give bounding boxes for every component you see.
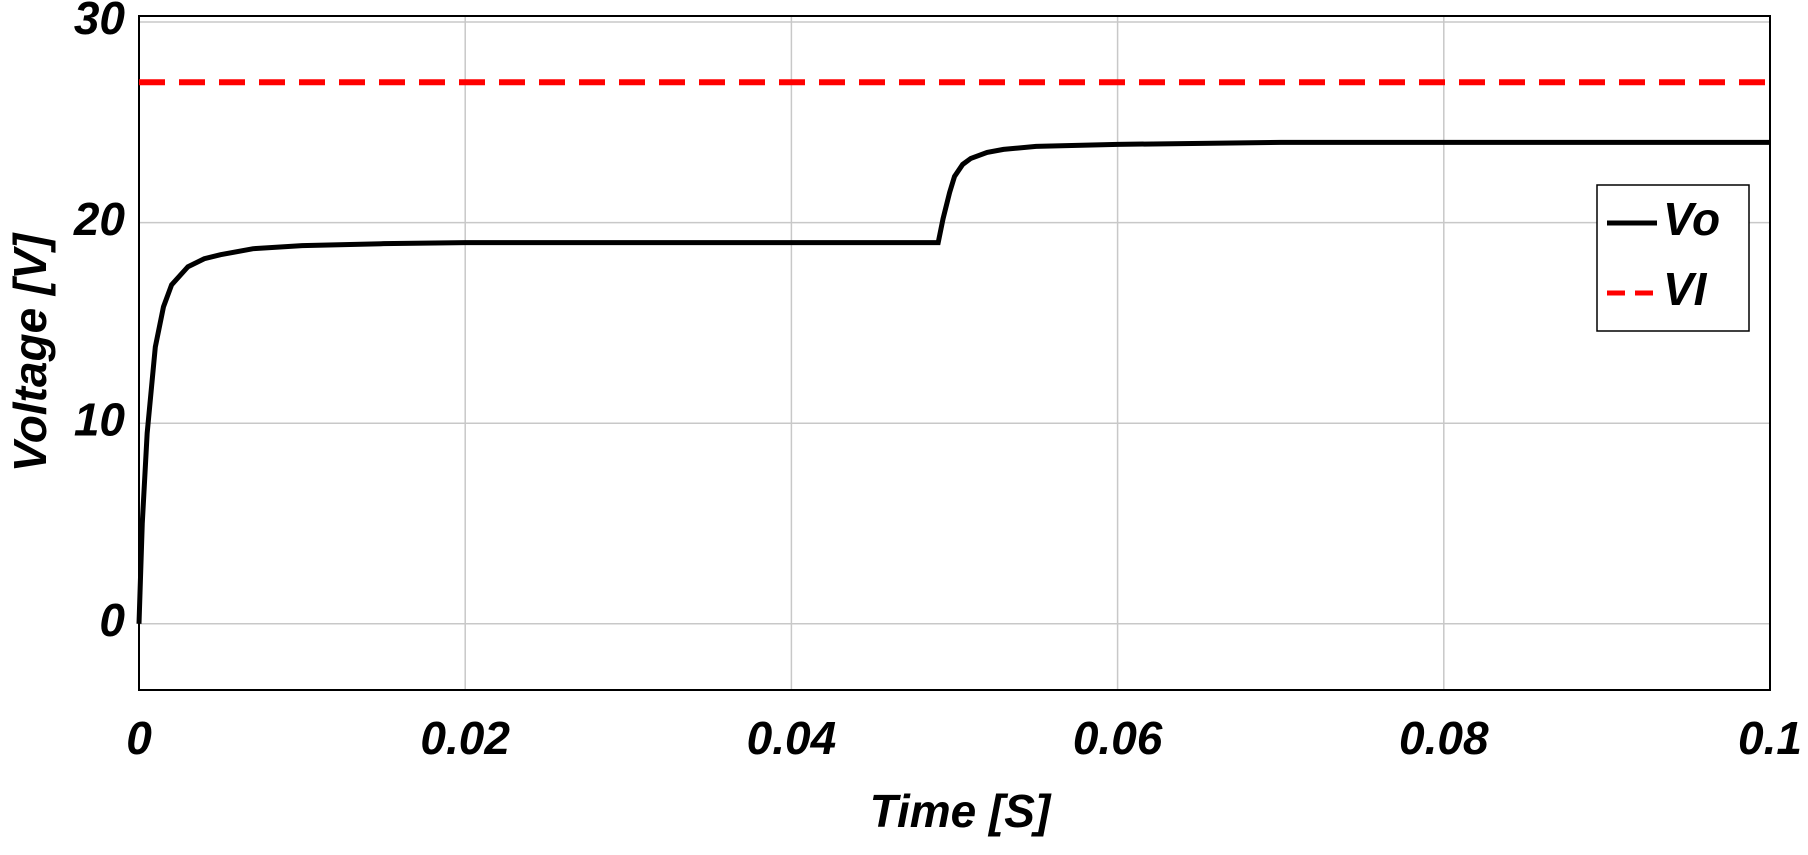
x-tick-label: 0.1 <box>1738 712 1802 764</box>
y-tick-label: 10 <box>74 393 126 445</box>
x-tick-label: 0.08 <box>1399 712 1489 764</box>
x-tick-label: 0 <box>126 712 152 764</box>
y-tick-label: 30 <box>74 0 126 44</box>
legend-box <box>1596 184 1750 332</box>
y-tick-label: 20 <box>73 193 126 245</box>
plot-border <box>138 15 1771 691</box>
legend-label: VI <box>1663 263 1708 315</box>
legend-label: Vo <box>1663 193 1720 245</box>
x-tick-label: 0.04 <box>747 712 837 764</box>
x-axis-label: Time [S] <box>870 785 1052 837</box>
y-tick-label: 0 <box>99 594 125 646</box>
data-line <box>136 139 1770 624</box>
y-axis-label: Voltage [V] <box>4 232 56 472</box>
x-tick-label: 0.02 <box>420 712 510 764</box>
x-tick-label: 0.06 <box>1073 712 1163 764</box>
